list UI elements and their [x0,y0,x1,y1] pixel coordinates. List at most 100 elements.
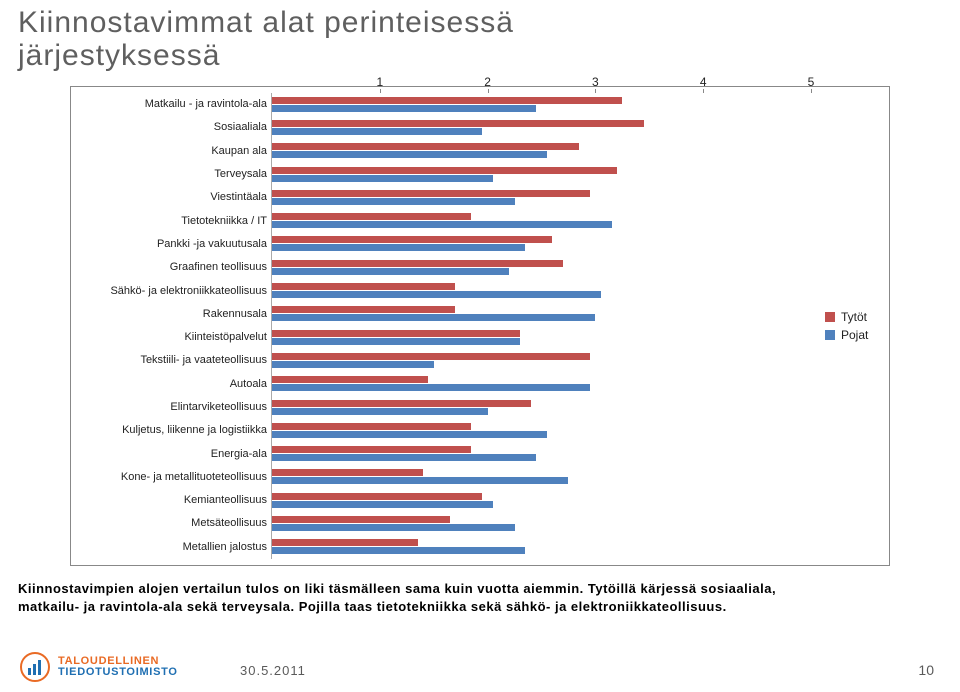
bar-pair [272,235,811,253]
bar-pojat [272,128,482,135]
bar-pojat [272,454,536,461]
bar-tytot [272,190,590,197]
x-tick-mark [380,89,381,93]
legend-item: Pojat [825,328,889,342]
bar-pojat [272,244,525,251]
bar-pair [272,492,811,510]
bar-pair [272,119,811,137]
category-label: Pankki -ja vakuutusala [71,239,267,250]
bar-tytot [272,446,471,453]
title-line-2: järjestyksessä [18,39,514,72]
bar-pojat [272,175,493,182]
slide: Kiinnostavimmat alat perinteisessä järje… [0,0,960,692]
category-label: Autoala [71,379,267,390]
x-tick-mark [703,89,704,93]
bar-pojat [272,524,515,531]
bar-pojat [272,547,525,554]
bar-pojat [272,501,493,508]
y-axis-labels: Matkailu - ja ravintola-ala Sosiaaliala Ka… [71,87,271,565]
legend-swatch [825,330,835,340]
category-label: Graafinen teollisuus [71,262,267,273]
bar-pojat [272,198,515,205]
bar-tytot [272,97,622,104]
category-label: Kone- ja metallituoteteollisuus [71,472,267,483]
bar-tytot [272,423,471,430]
slide-title: Kiinnostavimmat alat perinteisessä järje… [18,6,514,72]
bar-pair [272,399,811,417]
x-tick-label: 5 [808,75,815,89]
caption: Kiinnostavimpien alojen vertailun tulos … [18,580,942,615]
legend-item: Tytöt [825,310,889,324]
bar-pair [272,375,811,393]
bar-pojat [272,408,488,415]
bar-tytot [272,353,590,360]
category-label: Sosiaaliala [71,122,267,133]
plot-area: 12345 [271,93,811,559]
bar-tytot [272,306,455,313]
bar-tytot [272,236,552,243]
page-number: 10 [918,662,934,678]
category-label: Tekstiili- ja vaateteollisuus [71,355,267,366]
legend: Tytöt Pojat [817,87,889,565]
bar-tytot [272,539,418,546]
bar-pojat [272,361,434,368]
bar-pair [272,468,811,486]
bar-tytot [272,283,455,290]
bar-pojat [272,384,590,391]
bar-pojat [272,477,568,484]
bar-groups [272,93,811,559]
category-label: Metallien jalostus [71,542,267,553]
x-tick-mark [595,89,596,93]
category-label: Kiinteistöpalvelut [71,332,267,343]
category-label: Matkailu - ja ravintola-ala [71,99,267,110]
chart-container: Matkailu - ja ravintola-ala Sosiaaliala Ka… [70,86,890,566]
logo: TALOUDELLINEN TIEDOTUSTOIMISTO [20,652,178,682]
title-line-1: Kiinnostavimmat alat perinteisessä [18,6,514,39]
x-tick-mark [811,89,812,93]
category-label: Metsäteollisuus [71,518,267,529]
category-label: Kemianteollisuus [71,495,267,506]
bar-pair [272,515,811,533]
caption-line-1: Kiinnostavimpien alojen vertailun tulos … [18,581,776,596]
bar-tytot [272,516,450,523]
legend-label: Pojat [841,328,868,342]
bar-pojat [272,151,547,158]
bar-pair [272,189,811,207]
category-label: Energia-ala [71,449,267,460]
bar-pojat [272,431,547,438]
category-label: Rakennusala [71,309,267,320]
bar-tytot [272,167,617,174]
bar-pojat [272,221,612,228]
category-label: Viestintäala [71,192,267,203]
bar-pair [272,305,811,323]
logo-text: TALOUDELLINEN TIEDOTUSTOIMISTO [58,656,178,678]
bar-tytot [272,330,520,337]
bar-tytot [272,260,563,267]
bar-pair [272,282,811,300]
bar-pair [272,212,811,230]
bar-pair [272,96,811,114]
caption-line-2: matkailu- ja ravintola-ala sekä terveysa… [18,599,727,614]
x-tick-label: 4 [700,75,707,89]
bar-tytot [272,493,482,500]
bar-pair [272,352,811,370]
bar-pojat [272,105,536,112]
bar-tytot [272,469,423,476]
bar-pair [272,329,811,347]
category-label: Tietotekniikka / IT [71,216,267,227]
bar-pair [272,538,811,556]
bar-pair [272,259,811,277]
bar-pojat [272,291,601,298]
bar-tytot [272,376,428,383]
legend-label: Tytöt [841,310,867,324]
category-label: Kaupan ala [71,146,267,157]
plot-column: 12345 [271,87,817,565]
footer-date: 30.5.2011 [240,663,306,678]
bar-tytot [272,400,531,407]
bar-pojat [272,338,520,345]
x-tick-label: 3 [592,75,599,89]
category-label: Terveysala [71,169,267,180]
chart-inner: Matkailu - ja ravintola-ala Sosiaaliala Ka… [71,87,889,565]
category-label: Kuljetus, liikenne ja logistiikka [71,425,267,436]
bar-tytot [272,213,471,220]
